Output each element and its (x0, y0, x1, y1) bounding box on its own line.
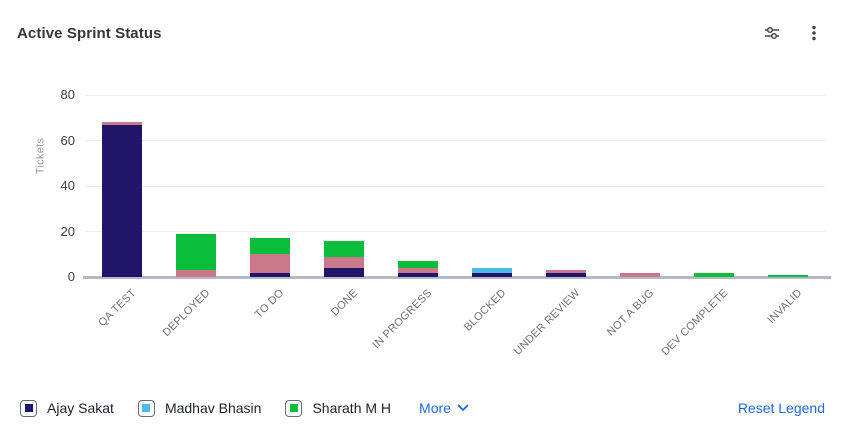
legend-swatch (285, 399, 303, 417)
y-axis-title: Tickets (34, 137, 47, 175)
bar-done (324, 240, 364, 277)
legend-swatch-color (142, 404, 151, 412)
x-axis-label-under-review: UNDER REVIEW (511, 287, 583, 358)
header-actions (761, 22, 825, 44)
gridline (85, 94, 825, 96)
bar-segment-sharath-m-h[interactable] (324, 240, 364, 257)
bar-segment-series[interactable] (176, 270, 216, 277)
bar-segment-series[interactable] (546, 270, 586, 273)
bar-segment-sharath-m-h[interactable] (176, 233, 216, 271)
bar-segment-series[interactable] (398, 268, 438, 273)
legend-item-label: Madhav Bhasin (164, 400, 262, 416)
legend-item-ajay-sakat[interactable]: Ajay Sakat (20, 399, 114, 417)
x-axis-label-to-do: TO DO (252, 287, 287, 321)
y-axis-tick: 40 (60, 178, 75, 193)
y-axis-tick: 80 (60, 87, 75, 102)
chart-title: Active Sprint Status (17, 24, 162, 42)
bar-segment-series[interactable] (102, 122, 142, 125)
legend-item-sharath-m-h[interactable]: Sharath M H (285, 399, 392, 417)
x-axis-label-invalid: INVALID (765, 287, 805, 327)
x-axis-label-deployed: DEPLOYED (160, 287, 213, 339)
reset-legend-button[interactable]: Reset Legend (737, 400, 825, 416)
legend-items: Ajay Sakat Madhav Bhasin Sharath M H (20, 399, 415, 417)
bar-segment-ajay-sakat[interactable] (398, 272, 438, 277)
x-axis-label-in-progress: IN PROGRESS (370, 287, 435, 352)
gridline (85, 140, 825, 141)
legend-swatch (137, 399, 155, 417)
bar-blocked (472, 268, 512, 277)
bar-under-review (546, 270, 586, 277)
bar-segment-ajay-sakat[interactable] (324, 267, 364, 277)
bar-deployed (176, 233, 216, 277)
y-axis-tick: 60 (60, 132, 75, 148)
bar-segment-series[interactable] (250, 254, 290, 273)
legend-swatch-color (24, 404, 33, 412)
bar-not-a-bug (620, 272, 660, 277)
bar-to-do (250, 238, 290, 277)
chevron-down-icon (457, 404, 469, 411)
x-axis-label-not-a-bug: NOT A BUG (604, 287, 657, 339)
legend-more-button[interactable]: More (419, 400, 469, 416)
bar-segment-series[interactable] (324, 256, 364, 268)
legend-swatch-color (289, 404, 298, 412)
bar-segment-ajay-sakat[interactable] (546, 272, 586, 277)
bar-segment-sharath-m-h[interactable] (768, 274, 808, 277)
legend-item-label: Sharath M H (312, 400, 392, 416)
bar-segment-sharath-m-h[interactable] (398, 261, 438, 268)
bar-segment-ajay-sakat[interactable] (250, 272, 290, 277)
legend-swatch (20, 399, 37, 417)
bar-dev-complete (694, 272, 734, 277)
legend-more-label: More (419, 400, 451, 416)
filter-sliders-icon[interactable] (761, 22, 783, 44)
bar-in-progress (398, 261, 438, 277)
chart-plot-area: 0 20 40 60 80 QA TEST DEPLOYED TO DO DONE IN PROG… (61, 87, 831, 358)
bar-segment-sharath-m-h[interactable] (250, 238, 290, 255)
kebab-menu-icon[interactable] (803, 22, 825, 44)
x-axis-baseline (83, 276, 831, 279)
card-header: Active Sprint Status (17, 20, 825, 46)
bar-segment-madhav-bhasin[interactable] (472, 268, 512, 273)
y-axis-tick: 0 (67, 269, 75, 284)
gridline (85, 231, 825, 232)
legend-item-madhav-bhasin[interactable]: Madhav Bhasin (137, 399, 262, 417)
legend-item-label: Ajay Sakat (47, 400, 114, 416)
kebab-menu-glyph (812, 25, 816, 41)
filter-sliders-glyph (765, 26, 779, 40)
chart-legend: Ajay Sakat Madhav Bhasin Sharath M H More … (20, 396, 825, 420)
bar-segment-sharath-m-h[interactable] (694, 272, 734, 277)
x-axis-label-done: DONE (328, 287, 361, 319)
gridline (85, 185, 825, 187)
x-axis-label-blocked: BLOCKED (461, 287, 509, 334)
bar-segment-series[interactable] (620, 272, 660, 277)
bar-invalid (768, 274, 808, 277)
bar-segment-ajay-sakat[interactable] (102, 124, 142, 277)
x-axis-label-dev-complete: DEV COMPLETE (659, 287, 731, 359)
y-axis-tick: 20 (60, 223, 75, 239)
bar-segment-ajay-sakat[interactable] (472, 272, 512, 277)
x-axis-label-qa-test: QA TEST (96, 287, 139, 330)
bar-qa-test (102, 122, 142, 277)
